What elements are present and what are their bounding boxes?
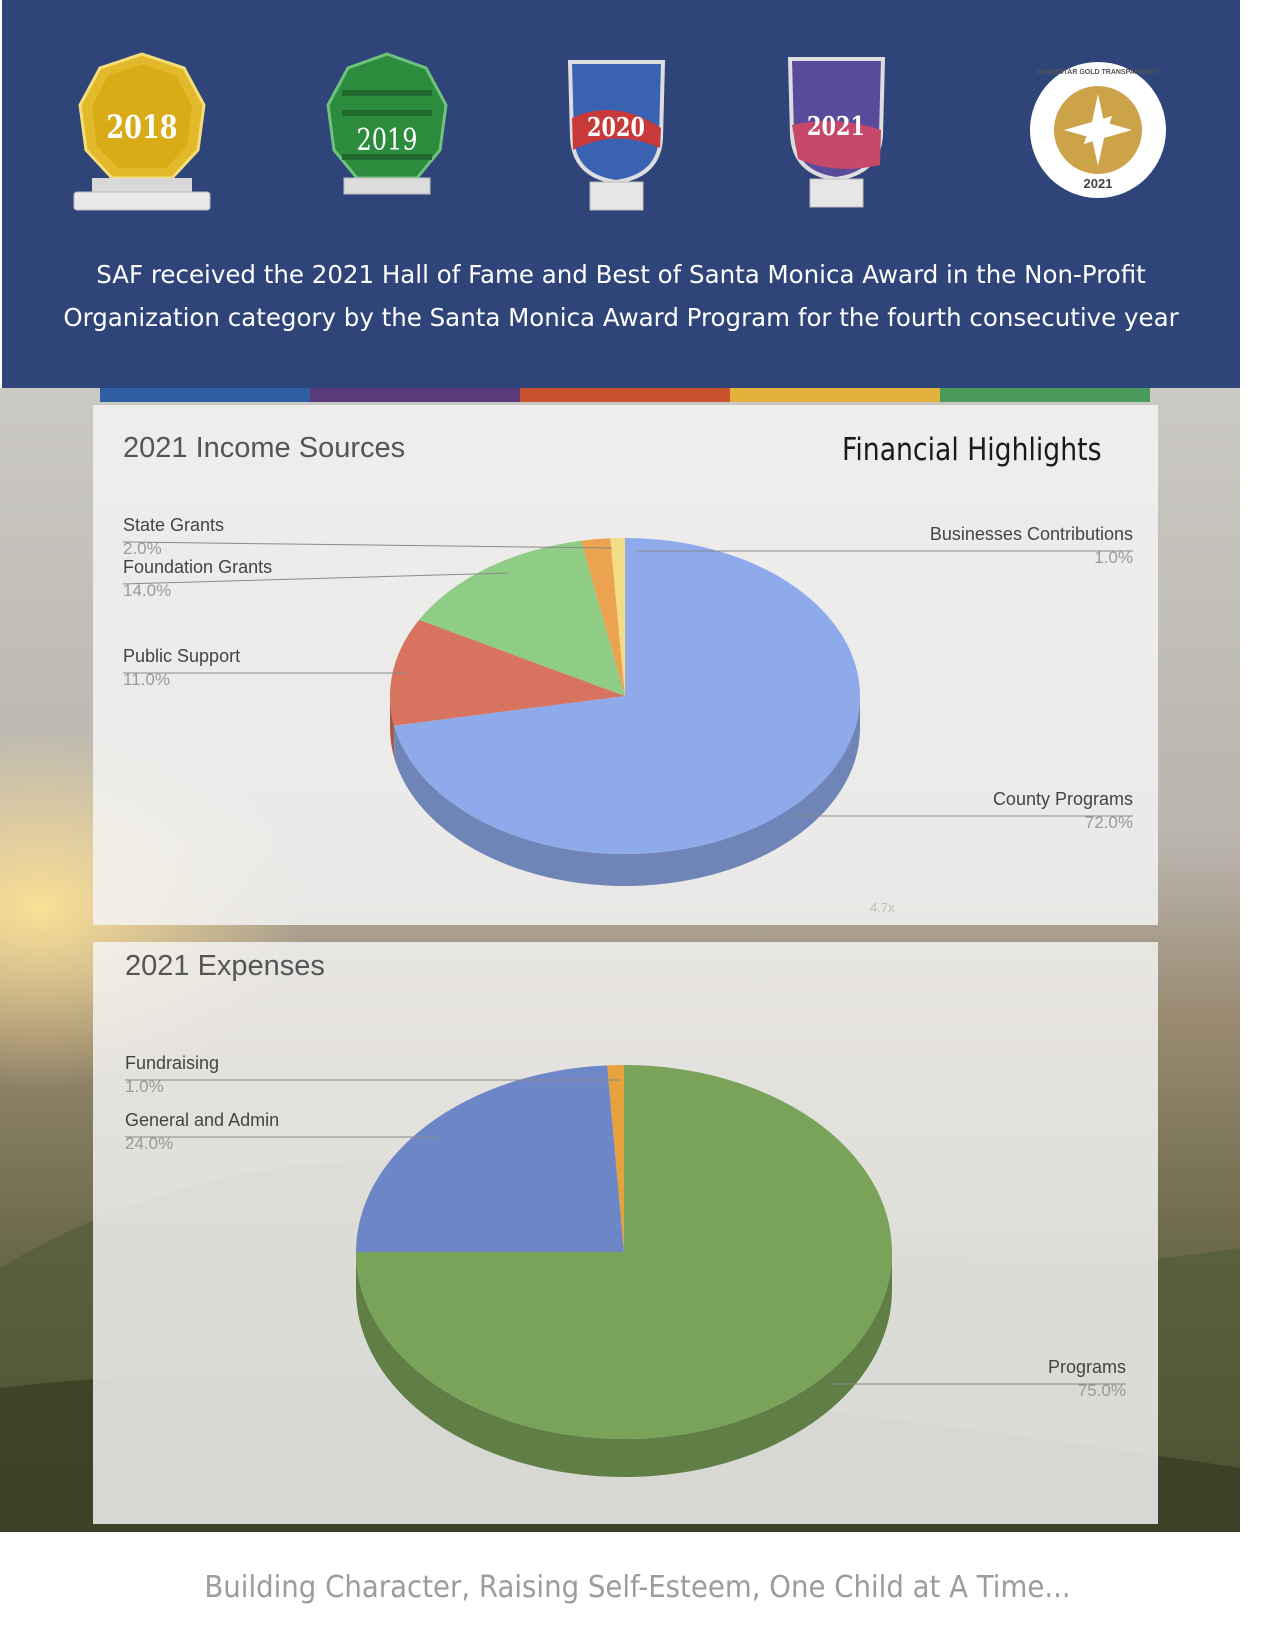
value-programs: 75.0% bbox=[1078, 1381, 1126, 1400]
expenses-pie-chart bbox=[356, 1065, 892, 1477]
label-public-support: Public Support bbox=[123, 646, 240, 666]
label-general-and-admin: General and Admin bbox=[125, 1110, 279, 1130]
pie-slice-state-grants bbox=[580, 538, 625, 696]
value-county-programs: 72.0% bbox=[1085, 813, 1133, 832]
award-2018-year: 2018 bbox=[106, 108, 177, 146]
label-state-grants: State Grants bbox=[123, 515, 224, 535]
pie-labels: State Grants 2.0%Foundation Grants 14.0% Pu… bbox=[122, 515, 1133, 1400]
value-businesses-contributions: 1.0% bbox=[1094, 548, 1133, 567]
announcement-line-1: SAF received the 2021 Hall of Fame and B… bbox=[96, 260, 1146, 289]
value-foundation-grants: 14.0% bbox=[123, 581, 171, 600]
award-2018-icon: 2018 bbox=[72, 50, 212, 215]
pie-slice-foundation-grants bbox=[419, 540, 625, 696]
guidestar-label: GUIDESTAR GOLD TRANSPARENCY bbox=[1037, 69, 1160, 76]
tagline: Building Character, Raising Self-Esteem,… bbox=[204, 1570, 1071, 1605]
value-general-and-admin: 24.0% bbox=[125, 1134, 173, 1153]
income-pie-chart bbox=[390, 538, 861, 886]
pie-slice-public-support bbox=[390, 619, 625, 726]
value-public-support: 11.0% bbox=[123, 670, 170, 689]
pie-slice-county-programs bbox=[394, 538, 861, 854]
stripe-purple bbox=[310, 388, 520, 402]
financial-highlights-title: Financial Highlights bbox=[842, 432, 1102, 468]
award-2019-icon: 2019 bbox=[322, 50, 452, 210]
pie-slice-fundraising bbox=[607, 1065, 624, 1252]
label-fundraising: Fundraising bbox=[125, 1053, 219, 1073]
award-2020-icon: 2020 bbox=[564, 58, 669, 218]
leader-line-state-grants bbox=[122, 541, 613, 549]
label-businesses-contributions: Businesses Contributions bbox=[930, 524, 1133, 544]
pie-side-public-support bbox=[390, 696, 395, 758]
guidestar-year: 2021 bbox=[1084, 176, 1113, 191]
stripe-green bbox=[940, 388, 1150, 402]
expenses-chart-title: 2021 Expenses bbox=[125, 950, 325, 982]
award-2020-year: 2020 bbox=[587, 112, 645, 143]
guidestar-seal-icon: 2021 GUIDESTAR GOLD TRANSPARENCY bbox=[1028, 60, 1168, 200]
pie-side-county-programs bbox=[394, 696, 860, 886]
award-2019-year: 2019 bbox=[356, 123, 417, 157]
award-announcement: SAF received the 2021 Hall of Fame and B… bbox=[2, 253, 1240, 339]
awards-banner: 2018 2019 2020 2021 bbox=[2, 0, 1240, 388]
stripe-orange bbox=[520, 388, 730, 402]
value-fundraising: 1.0% bbox=[125, 1077, 164, 1096]
pie-slice-businesses-contributions bbox=[610, 538, 625, 696]
label-county-programs: County Programs bbox=[993, 789, 1133, 809]
label-programs: Programs bbox=[1048, 1357, 1126, 1377]
stripe-yellow bbox=[730, 388, 940, 402]
stripe-blue bbox=[100, 388, 310, 402]
announcement-line-2: Organization category by the Santa Monic… bbox=[63, 303, 1179, 332]
leader-line-foundation-grants bbox=[122, 572, 509, 585]
award-2021-year: 2021 bbox=[807, 111, 865, 142]
value-state-grants: 2.0% bbox=[123, 539, 162, 558]
award-2021-icon: 2021 bbox=[784, 55, 889, 215]
pie-slice-general-and-admin bbox=[356, 1065, 624, 1252]
zoom-indicator: 4.7x bbox=[870, 900, 895, 915]
label-foundation-grants: Foundation Grants bbox=[123, 557, 272, 577]
income-chart-title: 2021 Income Sources bbox=[123, 432, 406, 464]
pie-side-programs bbox=[356, 1252, 892, 1477]
